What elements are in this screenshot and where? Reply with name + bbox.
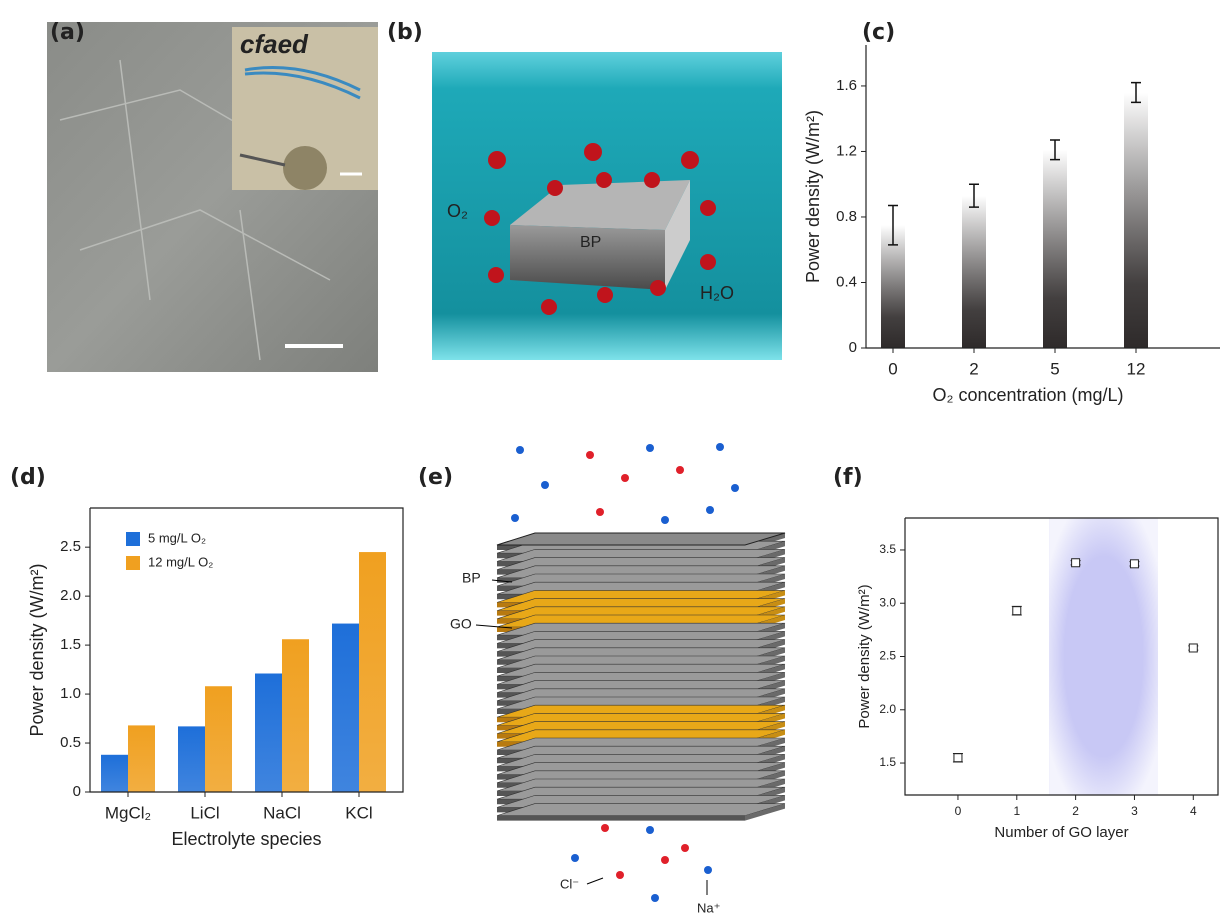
- label: GO: [450, 616, 472, 632]
- x-tick-label: KCl: [345, 803, 372, 822]
- bar: [255, 674, 282, 792]
- bar: [205, 686, 232, 792]
- bar: [282, 639, 309, 792]
- y-tick-label: 1.0: [60, 685, 81, 702]
- panel-label: (f): [833, 465, 863, 490]
- y-axis-label: Power density (W/m²): [27, 563, 47, 736]
- panel-label: (d): [10, 465, 46, 490]
- panel-label: (a): [50, 20, 85, 45]
- point: [954, 754, 962, 762]
- layer-side: [497, 816, 745, 821]
- cover: [568, 44, 614, 52]
- x-axis-label: Number of GO layer: [994, 824, 1128, 841]
- label: Cl⁻: [560, 876, 579, 891]
- y-tick-label: 0: [73, 783, 81, 800]
- y-tick-label: 0.5: [60, 734, 81, 751]
- x-tick-label: 0: [888, 359, 897, 378]
- x-tick-label: 1: [1013, 804, 1020, 818]
- label: H₂O: [700, 283, 734, 303]
- x-tick-label: 2: [969, 359, 978, 378]
- x-tick-label: MgCl₂: [105, 803, 151, 822]
- bar: [128, 725, 155, 792]
- figure: cfaed O₂ BP H₂O BP GO Cl⁻ Na⁺ (a) (b) (c…: [0, 0, 1220, 917]
- x-axis-label: Electrolyte species: [171, 829, 321, 849]
- layer: [497, 804, 785, 816]
- y-tick-label: 2.0: [60, 587, 81, 604]
- x-tick-label: 3: [1131, 804, 1138, 818]
- y-tick-label: 2.5: [60, 538, 81, 555]
- y-tick-label: 1.6: [836, 77, 857, 94]
- x-tick-label: 5: [1050, 359, 1059, 378]
- x-tick-label: 12: [1127, 359, 1146, 378]
- inset-disc: [283, 146, 327, 190]
- layer-stack: [497, 533, 785, 821]
- x-tick-label: 2: [1072, 804, 1079, 818]
- inset-logo: cfaed: [240, 29, 309, 59]
- point: [1130, 560, 1138, 568]
- y-tick-label: 1.5: [60, 636, 81, 653]
- label: BP: [580, 234, 601, 251]
- y-tick-label: 2.5: [879, 649, 896, 663]
- point: [1013, 607, 1021, 615]
- y-tick-label: 0: [849, 339, 857, 356]
- y-tick-label: 0.8: [836, 208, 857, 225]
- legend-label: 5 mg/L O₂: [148, 530, 206, 545]
- x-tick-label: 4: [1190, 804, 1197, 818]
- panel-label: (b): [387, 20, 423, 45]
- panel-label: (e): [418, 465, 453, 490]
- layer-top: [497, 533, 785, 545]
- y-tick-label: 1.2: [836, 142, 857, 159]
- bar: [101, 755, 128, 792]
- y-tick-label: 3.5: [879, 542, 896, 556]
- y-tick-label: 3.0: [879, 595, 896, 609]
- panel-bg: [848, 500, 1220, 840]
- y-tick-label: 1.5: [879, 755, 896, 769]
- panel-bg: [815, 0, 1220, 430]
- label: O₂: [447, 201, 468, 221]
- point: [1189, 644, 1197, 652]
- bar: [178, 726, 205, 792]
- label: BP: [462, 570, 481, 586]
- legend-label: 12 mg/L O₂: [148, 554, 213, 569]
- bar: [1124, 92, 1148, 348]
- bar: [962, 196, 986, 348]
- panel-label: (c): [862, 20, 895, 45]
- x-tick-label: LiCl: [190, 803, 219, 822]
- x-tick-label: NaCl: [263, 803, 301, 822]
- y-tick-label: 2.0: [879, 702, 896, 716]
- legend-swatch: [126, 532, 140, 546]
- y-axis-label: Power density (W/m²): [803, 110, 823, 283]
- y-axis-label: Power density (W/m²): [856, 584, 873, 728]
- label: Na⁺: [697, 900, 720, 915]
- point: [1072, 559, 1080, 567]
- x-axis-label: O₂ concentration (mg/L): [932, 385, 1123, 405]
- highlight-fade: [1049, 518, 1158, 795]
- legend-swatch: [126, 556, 140, 570]
- x-tick-label: 0: [955, 804, 962, 818]
- y-tick-label: 0.4: [836, 273, 857, 290]
- bar: [332, 624, 359, 792]
- bar: [359, 552, 386, 792]
- bar: [1043, 150, 1067, 348]
